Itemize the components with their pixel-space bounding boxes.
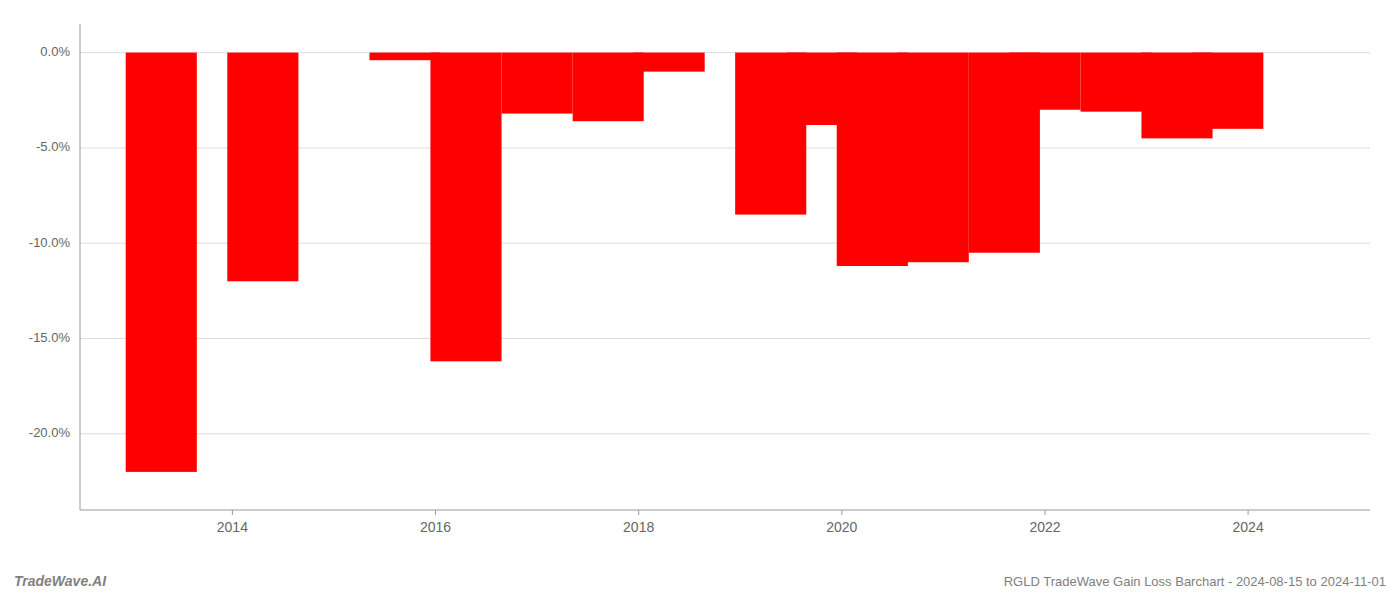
y-tick-label: -10.0% xyxy=(29,235,71,250)
x-tick xyxy=(232,510,233,515)
background xyxy=(0,0,1400,600)
x-axis-line xyxy=(80,510,1370,511)
x-tick-label: 2024 xyxy=(1233,519,1264,535)
grid-line xyxy=(80,433,1370,434)
bar xyxy=(837,53,908,266)
x-tick xyxy=(1248,510,1249,515)
y-axis-line xyxy=(80,24,81,510)
bar xyxy=(634,53,705,72)
bar xyxy=(227,53,298,282)
y-tick-label: 0.0% xyxy=(40,44,70,59)
x-tick xyxy=(1044,510,1045,515)
bar xyxy=(126,53,197,472)
y-tick-label: -5.0% xyxy=(36,139,70,154)
x-tick-label: 2020 xyxy=(826,519,857,535)
x-tick xyxy=(638,510,639,515)
bar xyxy=(369,53,440,61)
footer-text: RGLD TradeWave Gain Loss Barchart - 2024… xyxy=(1004,574,1386,589)
grid-line xyxy=(80,338,1370,339)
bar xyxy=(1081,53,1152,112)
chart-container: 0.0%-5.0%-10.0%-15.0%-20.0%2014201620182… xyxy=(0,0,1400,600)
x-tick-label: 2022 xyxy=(1029,519,1060,535)
bars xyxy=(126,53,1264,472)
bar xyxy=(1009,53,1080,110)
bar xyxy=(898,53,969,263)
x-tick-label: 2016 xyxy=(420,519,451,535)
x-tick-label: 2014 xyxy=(217,519,248,535)
bar xyxy=(573,53,644,122)
y-axis: 0.0% -5.0% -10.0% -15.0% -20.0% xyxy=(29,44,71,440)
y-tick-label: -20.0% xyxy=(29,425,71,440)
footer-text: TradeWave.AI xyxy=(14,573,107,589)
bar xyxy=(430,53,501,362)
chart-svg: 0.0%-5.0%-10.0%-15.0%-20.0%2014201620182… xyxy=(0,0,1400,600)
x-axis: 2014 2016 2018 2020 2022 2024 xyxy=(217,510,1264,535)
x-tick xyxy=(841,510,842,515)
x-tick xyxy=(435,510,436,515)
y-tick-label: -15.0% xyxy=(29,330,71,345)
bar xyxy=(502,53,573,114)
x-tick-label: 2018 xyxy=(623,519,654,535)
bar xyxy=(1192,53,1263,129)
y-grid xyxy=(80,53,1370,434)
